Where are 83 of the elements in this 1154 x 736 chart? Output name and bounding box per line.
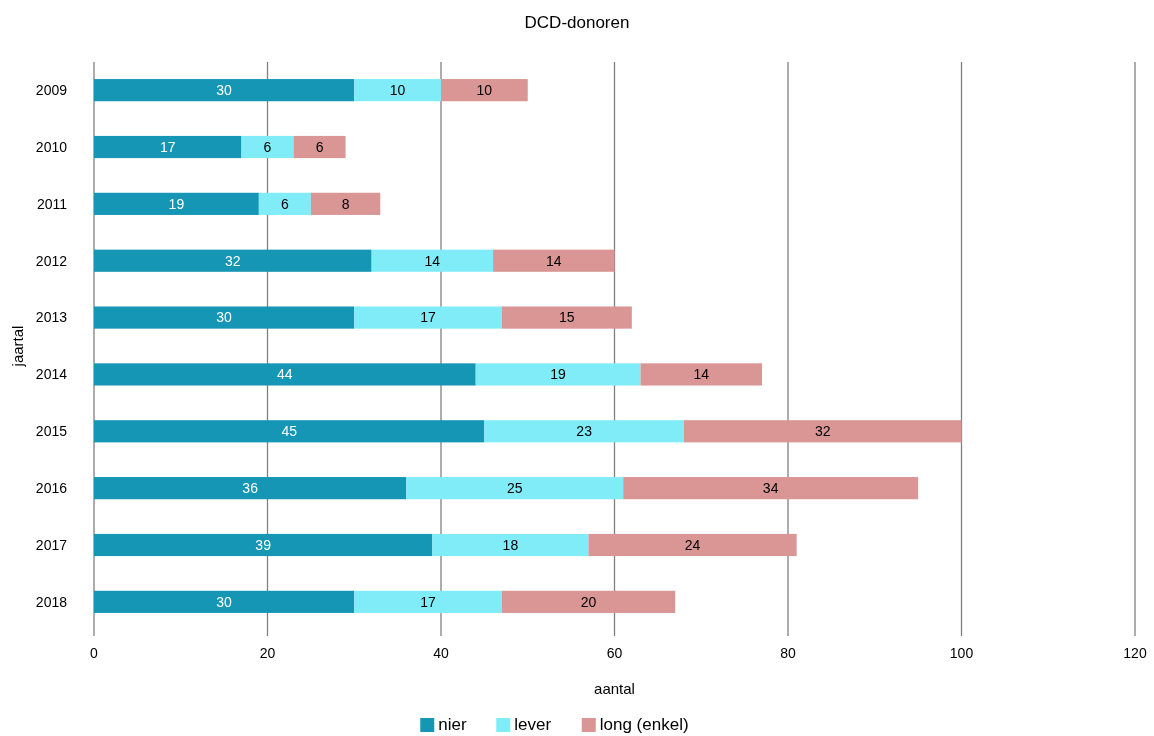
data-label: 44 [277,366,293,383]
bar [94,192,259,215]
bar [406,477,624,500]
data-label: 14 [424,252,441,269]
bar [94,590,355,613]
data-label: 14 [545,252,562,269]
bar [94,306,355,329]
x-tick-label: 60 [606,645,623,661]
x-axis-title: aantal [594,680,635,697]
data-label: 34 [762,480,779,497]
data-label: 30 [216,82,233,99]
bar [94,79,355,102]
data-label: 17 [159,138,176,155]
bar [441,79,528,102]
data-label: 14 [693,366,710,383]
bar [493,249,615,272]
data-label: 36 [242,480,259,497]
bar [683,420,962,443]
bar [241,135,294,159]
data-label: 32 [225,252,241,269]
x-tick-label: 20 [259,645,276,661]
data-label: 15 [559,309,575,326]
data-label: 23 [576,423,593,440]
bar [94,363,476,386]
bar [371,249,494,272]
data-label: 19 [168,195,185,212]
y-tick-label: 2013 [35,309,68,326]
legend-label: long (enkel) [599,715,689,734]
bar [484,420,684,443]
bar [94,249,372,272]
data-label: 8 [341,195,350,212]
x-tick-label: 0 [90,645,99,661]
bar [354,306,502,329]
bar [293,135,346,159]
y-axis-title: jaartal [9,325,26,368]
x-tick-label: 120 [1123,645,1147,661]
data-label: 19 [550,366,567,383]
y-tick-label: 2015 [35,423,68,440]
y-tick-label: 2010 [35,138,68,155]
data-label: 10 [476,82,493,99]
data-label: 17 [420,593,436,610]
data-label: 17 [420,309,436,326]
data-label: 39 [255,536,272,553]
data-label: 25 [506,480,523,497]
data-label: 45 [281,423,298,440]
bar [94,135,242,159]
data-label: 32 [814,423,831,440]
bar [310,192,381,215]
data-label: 30 [216,309,233,326]
data-label: 6 [280,195,289,212]
y-tick-label: 2012 [35,252,68,269]
bar [501,306,632,329]
legend-label: nier [438,715,467,734]
y-tick-label: 2016 [35,480,68,497]
y-tick-label: 2017 [35,536,68,553]
x-tick-label: 40 [433,645,449,661]
chart-title: DCD-donoren [524,13,630,32]
bar [354,590,502,613]
data-label: 6 [263,138,272,155]
bar [258,192,311,215]
data-label: 18 [502,536,519,553]
bar [94,420,485,443]
y-tick-label: 2011 [36,195,68,212]
bar [588,533,797,557]
data-label: 24 [684,536,701,553]
y-tick-label: 2014 [35,366,68,383]
data-label: 20 [580,593,597,610]
data-label: 10 [389,82,406,99]
bar [94,477,407,500]
data-label: 6 [315,138,324,155]
legend-label: lever [514,715,552,734]
x-tick-label: 80 [780,645,796,661]
bar [475,363,641,386]
bar [94,533,433,557]
bar [640,363,762,386]
bar [623,477,919,500]
bar [501,590,676,613]
y-tick-label: 2018 [35,593,68,610]
bar [432,533,589,557]
bar [354,79,441,102]
y-tick-label: 2009 [35,82,68,99]
data-label: 30 [216,593,233,610]
x-tick-label: 100 [949,645,974,661]
